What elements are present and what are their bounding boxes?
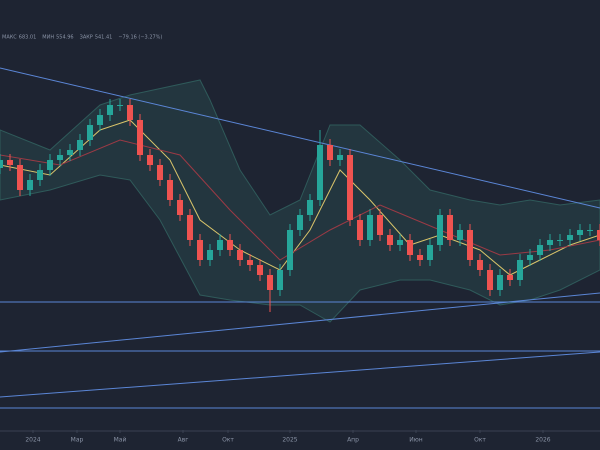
candle-body [87,125,93,140]
candle-body [367,215,373,240]
candle-body [357,220,363,240]
x-tick-label: 2025 [282,437,297,444]
candle-body [277,270,283,290]
header-value: 683.01 [19,35,37,41]
x-tick-label: Окт [474,437,486,444]
x-tick-label: Июн [409,437,423,444]
header-value: −79.16 (−3.27%) [118,35,162,41]
candle-body [377,215,383,235]
x-tick-label: Окт [222,437,234,444]
candle-body [187,215,193,240]
candle-body [537,245,543,255]
trendline [0,351,600,398]
header-label: МАКС [2,35,17,41]
x-tick-label: 2024 [25,437,40,444]
trendline [0,67,600,209]
candle-body [407,240,413,255]
x-tick-label: Авг [178,437,189,444]
candle-body [557,240,563,241]
candle-body [417,255,423,260]
candle-body [107,105,113,115]
candle-body [317,145,323,200]
candle-body [587,230,593,231]
x-tick-label: Мар [71,437,84,444]
candle-body [467,230,473,260]
moving-average [0,119,600,276]
candle-body [207,250,213,260]
candle-body [37,170,43,180]
candle-body [157,165,163,180]
header-label: МИН [42,35,54,41]
candle-body [547,240,553,245]
candle-body [27,180,33,190]
candle-body [347,155,353,220]
candle-body [267,275,273,290]
candle-body [327,145,333,160]
candle-body [77,140,83,150]
candle-body [257,265,263,275]
candle-body [487,270,493,290]
candle-body [527,255,533,260]
candle-body [517,260,523,280]
candle-body [387,235,393,245]
candle-body [137,120,143,155]
candle-body [507,275,513,280]
candle-body [57,155,63,160]
x-tick-label: 2026 [535,437,550,444]
header-value: 554.96 [56,35,74,41]
candle-body [497,275,503,290]
candle-body [97,115,103,125]
candle-body [577,230,583,235]
candle-body [117,105,123,106]
candle-body [457,230,463,240]
candle-body [217,240,223,250]
candle-body [147,155,153,165]
candle-body [287,230,293,270]
candle-body [397,240,403,245]
candle-body [247,260,253,265]
candle-body [337,155,343,160]
x-tick-label: Апр [347,437,359,444]
candle-body [167,180,173,200]
candle-body [67,150,73,155]
candle-body [7,160,13,165]
candle-body [477,260,483,270]
x-tick-label: Май [114,437,127,444]
candle-body [297,215,303,230]
moving-average [0,139,600,261]
candle-body [447,215,453,240]
candle-body [437,215,443,245]
candle-body [0,160,3,168]
candle-body [597,230,600,240]
candle-body [227,240,233,250]
candle-body [427,245,433,260]
candle-body [307,200,313,215]
candle-body [567,235,573,240]
candle-body [177,200,183,215]
candle-body [197,240,203,260]
candle-body [127,105,133,120]
candle-body [237,250,243,260]
candle-body [47,160,53,170]
header-label: ЗАКР [80,35,93,41]
candle-body [17,165,23,190]
trendline [0,292,600,353]
header-value: 541.41 [95,35,113,41]
